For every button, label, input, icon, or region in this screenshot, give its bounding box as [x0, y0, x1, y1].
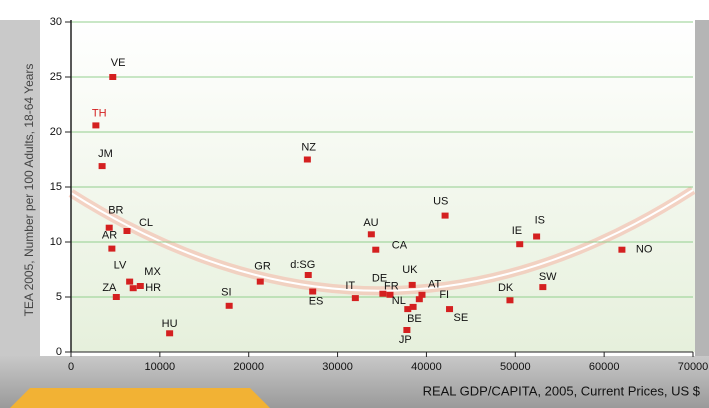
point-label: IS [535, 214, 545, 226]
point-label: FR [384, 281, 399, 293]
x-tick-label: 70000 [678, 361, 709, 373]
point [446, 306, 454, 313]
point-label: VE [111, 57, 126, 69]
point-label: HU [162, 318, 178, 330]
point-label: NL [392, 295, 406, 307]
point [166, 330, 174, 337]
point-label: SW [539, 271, 557, 283]
y-tick-label: 10 [50, 236, 62, 248]
left-band [0, 20, 40, 360]
point-label: LV [114, 260, 127, 272]
point [129, 285, 137, 292]
right-band [695, 20, 709, 360]
point-label: CA [392, 240, 408, 252]
x-axis-label: REAL GDP/CAPITA, 2005, Current Prices, U… [423, 383, 701, 398]
point-label: NZ [301, 141, 316, 153]
point [105, 224, 113, 231]
point-label: GR [254, 261, 271, 273]
point-label: AU [363, 217, 378, 229]
point [379, 290, 387, 297]
x-tick-label: 10000 [145, 361, 176, 373]
point-label: AR [102, 230, 117, 242]
point [618, 246, 626, 253]
point [408, 281, 416, 288]
point [126, 278, 134, 285]
plot-area [71, 20, 695, 352]
point [123, 228, 131, 234]
y-tick-label: 0 [56, 346, 62, 358]
point-label: JM [98, 148, 113, 160]
point [309, 288, 317, 295]
y-tick-label: 25 [50, 71, 62, 83]
point [92, 122, 100, 129]
point-label: FI [439, 289, 449, 301]
x-tick-label: 0 [68, 361, 74, 373]
point [441, 212, 449, 219]
x-tick-label: 40000 [411, 361, 442, 373]
y-tick-label: 5 [56, 291, 62, 303]
decoration [10, 388, 270, 408]
point-label: DK [498, 282, 514, 294]
point [409, 303, 417, 310]
y-tick-label: 30 [50, 16, 62, 28]
point [506, 297, 514, 304]
point-label: MX [144, 266, 161, 278]
point-label: SI [221, 287, 231, 299]
y-tick-label: 20 [50, 126, 62, 138]
point-label: HR [145, 282, 161, 294]
point [98, 163, 106, 170]
point [304, 272, 312, 278]
point-label: BE [407, 313, 422, 325]
point-label: NO [636, 244, 653, 256]
point-label: d:SG [290, 259, 315, 271]
point-label: IE [512, 225, 522, 237]
x-tick-label: 20000 [233, 361, 264, 373]
point-label: BR [108, 205, 123, 217]
point-label: US [433, 196, 448, 208]
x-tick-label: 60000 [589, 361, 620, 373]
point-label: ES [309, 295, 324, 307]
point [136, 283, 144, 289]
point [225, 302, 233, 309]
point-label: CL [139, 217, 153, 229]
point [516, 241, 524, 248]
point-label: SE [454, 312, 469, 324]
point-label: ZA [102, 282, 117, 294]
trend-curve [70, 189, 694, 292]
point [256, 278, 264, 285]
point-label: JP [399, 334, 412, 346]
point [404, 306, 412, 313]
y-tick-label: 15 [50, 181, 62, 193]
point [108, 245, 116, 252]
point [367, 231, 375, 238]
point [386, 291, 394, 298]
point [403, 327, 411, 333]
x-tick-label: 30000 [322, 361, 353, 373]
point [372, 246, 380, 253]
y-axis-label: TEA 2005, Number per 100 Adults, 18-64 Y… [22, 64, 36, 317]
point [415, 296, 423, 303]
point-label: TH [92, 107, 107, 119]
point-label: AT [428, 279, 442, 291]
x-tick-label: 50000 [500, 361, 531, 373]
point [533, 233, 541, 240]
point [109, 74, 117, 80]
point-label: IT [345, 280, 355, 292]
point-label: DE [372, 273, 387, 285]
point [303, 156, 311, 163]
point [418, 291, 426, 298]
point [112, 294, 120, 300]
point [539, 284, 547, 291]
point-label: UK [402, 264, 418, 276]
point [351, 295, 359, 302]
